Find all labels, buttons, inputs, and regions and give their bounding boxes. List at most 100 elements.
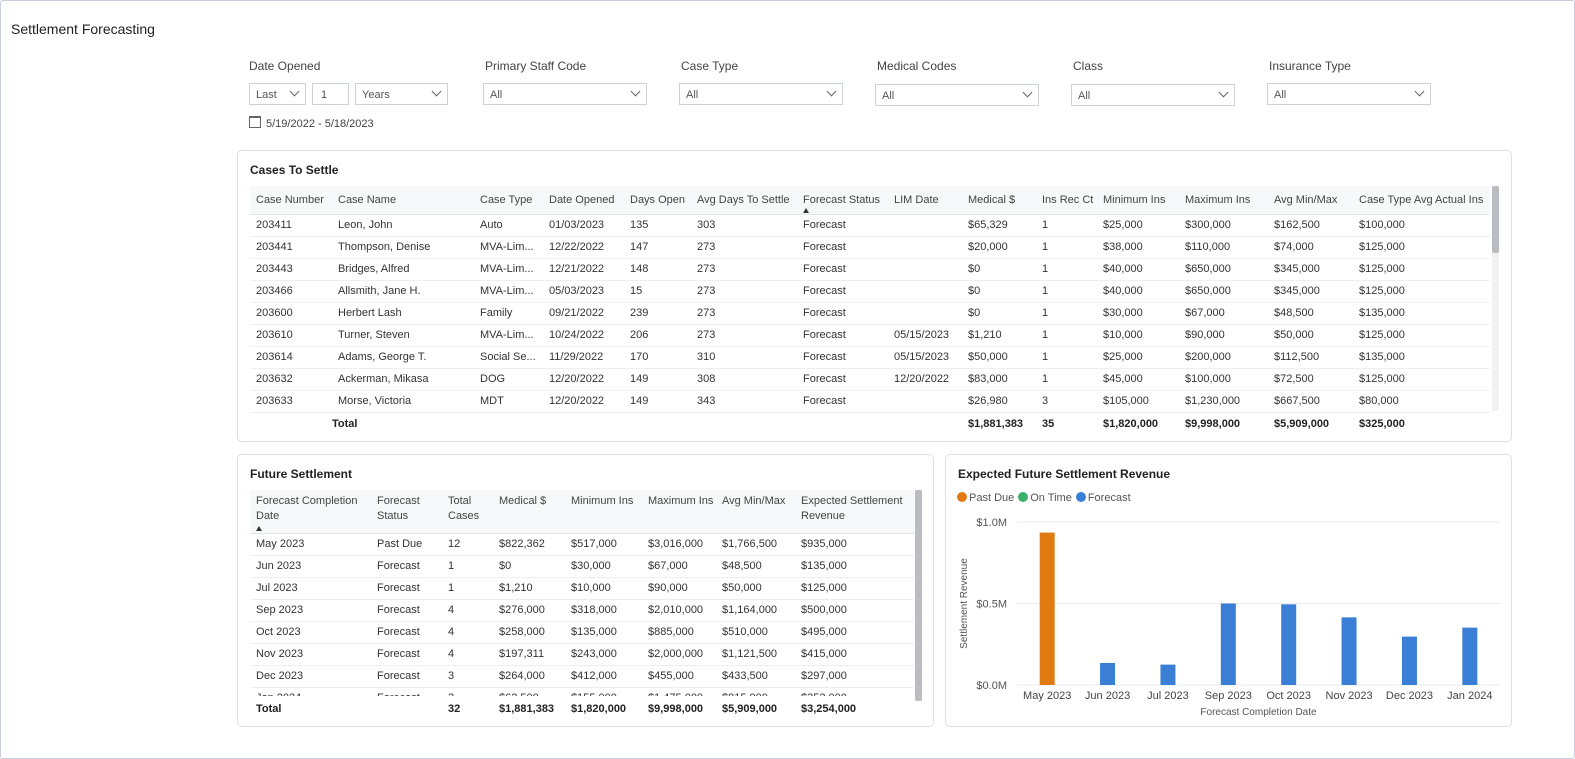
chevron-down-icon [630,86,641,97]
column-header[interactable]: Expected Settlement Revenue [795,490,914,533]
column-header[interactable]: Minimum Ins [1097,186,1179,214]
total-max-ins: $9,998,000 [1185,418,1241,431]
column-header[interactable]: Minimum Ins [565,490,642,533]
table-cell: Turner, Steven [338,329,410,341]
table-cell: $1,121,500 [722,648,778,660]
table-cell: 273 [697,241,716,253]
revenue-bar-chart: $0.0M $0.5M $1.0M May 2023 Jun 2023 Jul 2023 S… [959,517,1500,718]
table-row[interactable]: Jul 2023 Forecast 1 $1,210 $10,000 $90,000 $50… [250,577,914,599]
case-type-select[interactable]: All [679,83,843,105]
bar[interactable] [1281,604,1297,685]
column-header[interactable]: Ins Rec Ct [1036,186,1097,214]
bar[interactable] [1039,532,1055,685]
table-row[interactable]: 203600 Herbert Lash Family 09/21/2022 239 273… [250,302,1490,324]
table-row[interactable]: Oct 2023 Forecast 4 $258,000 $135,000 $885,00… [250,621,914,643]
legend-item[interactable]: Forecast [1075,492,1131,504]
table-row[interactable]: 203441 Thompson, Denise MVA-Lim... 12/22/20… [250,236,1490,258]
column-header[interactable]: Avg Min/Max [716,490,795,533]
column-header[interactable]: Case Type Avg Actual Ins [1353,186,1490,214]
table-cell: Forecast [803,329,846,341]
column-header[interactable]: Forecast Completion Date [250,490,371,533]
legend-item[interactable]: Past Due [957,492,1014,504]
table-cell: 239 [630,307,649,319]
table-cell: MVA-Lim... [480,241,534,253]
class-select[interactable]: All [1071,84,1235,106]
column-header[interactable]: Total Cases [442,490,493,533]
table-cell: Jul 2023 [256,582,298,594]
column-header-label: Minimum Ins [571,495,634,507]
column-header[interactable]: Case Number [250,186,332,214]
table-cell [888,236,962,258]
cases-scrollbar-thumb[interactable] [1492,186,1499,253]
medical-codes-select[interactable]: All [875,84,1039,106]
cases-total-row: Total $1,881,383 35 $1,820,000 $9,998,00… [250,412,1490,434]
table-cell: $20,000 [968,241,1008,253]
column-header[interactable]: Date Opened [543,186,624,214]
column-header[interactable]: Maximum Ins [642,490,716,533]
table-row[interactable]: 203466 Allsmith, Jane H. MVA-Lim... 05/03/2… [250,280,1490,302]
bar[interactable] [1160,664,1176,685]
column-header[interactable]: Forecast Status [797,186,888,214]
column-header[interactable]: Forecast Status [371,490,442,533]
table-row[interactable]: 203411 Leon, John Auto 01/03/2023 135 303 Fore… [250,214,1490,236]
cases-table-viewport[interactable]: Case Number Case Name Case Type Date Opened… [250,186,1490,434]
column-header[interactable]: Medical $ [962,186,1036,214]
table-cell: $0 [499,560,512,572]
table-row[interactable]: Jan 2024Forecast3$62,500$155,000$1,475,0… [250,687,914,696]
bar[interactable] [1100,662,1116,685]
table-cell: $112,500 [1274,351,1320,363]
total-cell-empty [543,412,624,434]
select-value: All [1274,89,1287,101]
table-row[interactable]: Dec 2023 Forecast 3 $264,000 $412,000 $455,00… [250,665,914,687]
bar[interactable] [1220,603,1236,686]
table-row[interactable]: 203614 Adams, George T. Social Se... 11/29/… [250,346,1490,368]
cases-header-row: Case Number Case Name Case Type Date Opened… [250,186,1490,214]
column-header[interactable]: Case Name [332,186,474,214]
table-row[interactable]: 203633 Morse, Victoria MDT 12/20/2022 149 343… [250,390,1490,412]
column-header-label: Avg Min/Max [1274,193,1338,206]
column-header[interactable]: Maximum Ins [1179,186,1268,214]
table-cell: 203614 [256,351,293,363]
table-cell: Herbert Lash [338,307,402,319]
table-row[interactable]: 203443 Bridges, Alfred MVA-Lim... 12/21/202… [250,258,1490,280]
table-cell: Forecast [371,687,442,696]
column-header[interactable]: Avg Days To Settle [691,186,797,214]
column-header[interactable]: Case Type [474,186,543,214]
table-row[interactable]: Nov 2023 Forecast 4 $197,311 $243,000 $2,000,… [250,643,914,665]
table-cell: 12 [448,538,461,550]
future-table-viewport[interactable]: Forecast Completion Date Forecast Status T… [250,490,914,696]
table-row[interactable]: Sep 2023 Forecast 4 $276,000 $318,000 $2,010,… [250,599,914,621]
table-row[interactable]: 203610 Turner, Steven MVA-Lim... 10/24/2022… [250,324,1490,346]
cases-scrollbar[interactable] [1492,186,1499,411]
bar[interactable] [1401,636,1417,685]
total-cell-empty [474,412,543,434]
bar[interactable] [1462,627,1478,685]
table-cell: $135,000 [1359,351,1405,363]
table-row[interactable]: May 2023 Past Due 12 $822,362 $517,000 $3,016… [250,533,914,555]
table-cell: $1,766,500 [722,538,778,550]
table-row[interactable]: Jun 2023 Forecast 1 $0 $30,000 $67,000 $48,500… [250,555,914,577]
future-scrollbar[interactable] [915,490,922,701]
table-cell: $48,500 [722,560,762,572]
table-cell: $650,000 [1185,263,1231,275]
column-header[interactable]: LIM Date [888,186,962,214]
date-period-select[interactable]: Last [249,83,306,105]
table-cell: $10,000 [571,582,611,594]
table-cell: 12/21/2022 [549,263,605,275]
date-unit-select[interactable]: Years [355,83,448,105]
bar[interactable] [1341,617,1357,685]
table-cell [888,214,962,236]
date-amount-input[interactable]: 1 [312,83,349,105]
column-header[interactable]: Days Open [624,186,691,214]
column-header[interactable]: Medical $ [493,490,565,533]
table-row[interactable]: 203632 Ackerman, Mikasa DOG 12/20/2022 149 30… [250,368,1490,390]
insurance-type-select[interactable]: All [1267,83,1431,105]
column-header-label: Ins Rec Ct [1042,193,1094,206]
table-cell: 3 [1042,395,1049,407]
future-scrollbar-thumb[interactable] [915,490,922,701]
legend-item[interactable]: On Time [1018,492,1072,504]
column-header[interactable]: Avg Min/Max [1268,186,1353,214]
table-cell: Forecast [803,307,846,319]
table-cell: $1,475,000 [642,687,716,696]
primary-staff-code-select[interactable]: All [483,83,647,105]
